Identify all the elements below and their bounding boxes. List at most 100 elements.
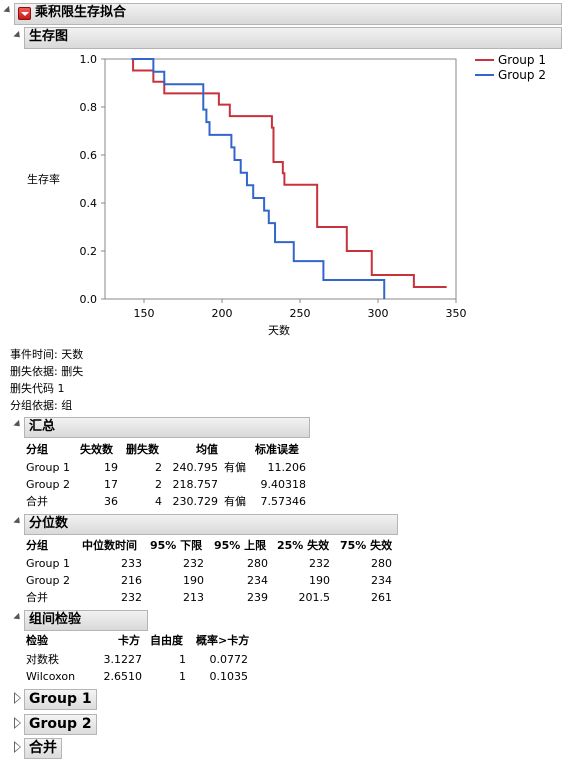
table-row-cell: 0.1035 bbox=[209, 670, 249, 683]
summary-title: 汇总 bbox=[29, 419, 56, 434]
tests-title: 组间检验 bbox=[29, 612, 82, 627]
table-row-cell: 1 bbox=[179, 670, 186, 683]
info-group-by: 分组依据: 组 bbox=[10, 399, 73, 412]
legend-label-group-2: Group 2 bbox=[498, 68, 546, 82]
disclosure-open-icon[interactable] bbox=[3, 5, 13, 16]
table-row-cell: 2 bbox=[155, 478, 162, 491]
table-row-cell: 2.6510 bbox=[103, 670, 143, 683]
table-row-cell: Group 1 bbox=[26, 557, 70, 570]
table-row-cell: 239 bbox=[247, 591, 268, 604]
summary-col-stderr: 标准误差 bbox=[255, 443, 299, 456]
table-row-cell: 234 bbox=[247, 574, 268, 587]
table-row-cell: 232 bbox=[121, 591, 142, 604]
x-tick-label: 150 bbox=[134, 307, 155, 320]
table-row-cell: 对数秩 bbox=[26, 653, 59, 666]
summary-header: 汇总 bbox=[24, 417, 310, 438]
disclosure-open-icon[interactable] bbox=[13, 30, 23, 41]
table-row-cell: 232 bbox=[183, 557, 204, 570]
y-tick-label: 1.0 bbox=[80, 53, 98, 66]
y-tick-label: 0.4 bbox=[80, 197, 98, 210]
disclosure-closed-icon[interactable] bbox=[14, 741, 21, 753]
table-row-cell: 232 bbox=[309, 557, 330, 570]
survival-plot-header: 生存图 bbox=[24, 27, 562, 49]
table-row-cell: 19 bbox=[104, 461, 118, 474]
x-tick-label: 200 bbox=[212, 307, 233, 320]
quantiles-col-upper95: 95% 上限 bbox=[214, 539, 267, 552]
table-row-cell: 240.795 bbox=[172, 461, 219, 474]
table-row-cell: 218.757 bbox=[172, 478, 219, 491]
outline-group-2-label: Group 2 bbox=[29, 716, 92, 732]
info-censor-code: 删失代码 1 bbox=[10, 382, 65, 395]
table-row-cell: Group 1 bbox=[26, 461, 70, 474]
quantiles-col-lower95: 95% 下限 bbox=[150, 539, 203, 552]
tests-col-test: 检验 bbox=[26, 634, 48, 647]
disclosure-closed-icon[interactable] bbox=[14, 692, 21, 704]
table-row-cell: 190 bbox=[309, 574, 330, 587]
table-row-cell: 有偏 bbox=[224, 495, 246, 508]
outline-combined-label: 合并 bbox=[29, 740, 57, 756]
table-row-cell: 280 bbox=[247, 557, 268, 570]
disclosure-open-icon[interactable] bbox=[13, 516, 23, 527]
summary-col-censored: 删失数 bbox=[126, 443, 159, 456]
table-row-cell: Group 2 bbox=[26, 478, 70, 491]
disclosure-closed-icon[interactable] bbox=[14, 717, 21, 729]
table-row-cell: 190 bbox=[183, 574, 204, 587]
table-row-cell: 7.57346 bbox=[260, 495, 307, 508]
outline-combined[interactable]: 合并 bbox=[24, 738, 62, 759]
outline-group-2[interactable]: Group 2 bbox=[24, 714, 97, 735]
series-line-group-1 bbox=[131, 58, 447, 288]
tests-header: 组间检验 bbox=[24, 610, 148, 631]
x-tick-label: 350 bbox=[446, 307, 467, 320]
table-row-cell: 合并 bbox=[26, 495, 48, 508]
y-tick-label: 0.8 bbox=[80, 101, 98, 114]
plot-frame bbox=[104, 58, 457, 300]
table-row-cell: 4 bbox=[155, 495, 162, 508]
survival-plot: 150 200 250 300 350 0.0 0.2 0.4 0.6 0.8 1.0 生存率 天数… bbox=[27, 53, 546, 337]
table-row-cell: Wilcoxon bbox=[26, 670, 76, 683]
summary-col-group: 分组 bbox=[26, 443, 48, 456]
table-row-cell: 280 bbox=[371, 557, 392, 570]
x-tick-label: 300 bbox=[368, 307, 389, 320]
y-tick-label: 0.2 bbox=[80, 245, 98, 258]
quantiles-col-median: 中位数时间 bbox=[82, 539, 137, 552]
legend[interactable]: Group 1 Group 2 bbox=[475, 53, 546, 82]
quantiles-col-group: 分组 bbox=[26, 539, 48, 552]
table-row-cell: 234 bbox=[371, 574, 392, 587]
disclosure-open-icon[interactable] bbox=[13, 612, 23, 623]
y-tick-label: 0.0 bbox=[80, 293, 98, 306]
table-row-cell: 合并 bbox=[26, 591, 48, 604]
table-row-cell: 201.5 bbox=[298, 591, 331, 604]
quantiles-col-75: 75% 失效 bbox=[340, 539, 393, 552]
legend-label-group-1: Group 1 bbox=[498, 53, 546, 67]
table-row-cell: 213 bbox=[183, 591, 204, 604]
summary-col-failed: 失效数 bbox=[80, 443, 113, 456]
table-row-cell: 0.0772 bbox=[209, 653, 249, 666]
quantiles-title: 分位数 bbox=[29, 516, 69, 531]
tests-col-chisq: 卡方 bbox=[118, 634, 140, 647]
table-row-cell: 11.206 bbox=[267, 461, 307, 474]
table-row-cell: 17 bbox=[104, 478, 118, 491]
y-axis-label: 生存率 bbox=[27, 172, 60, 186]
tests-col-prob: 概率>卡方 bbox=[196, 634, 250, 647]
table-row-cell: 9.40318 bbox=[260, 478, 307, 491]
summary-col-mean: 均值 bbox=[196, 443, 218, 456]
outline-group-1[interactable]: Group 1 bbox=[24, 689, 97, 710]
table-row-cell: 233 bbox=[121, 557, 142, 570]
table-row-cell: 有偏 bbox=[224, 461, 246, 474]
table-row-cell: 216 bbox=[121, 574, 142, 587]
table-row-cell: 230.729 bbox=[172, 495, 219, 508]
red-triangle-menu-icon[interactable] bbox=[18, 7, 31, 20]
table-row-cell: Group 2 bbox=[26, 574, 70, 587]
table-row-cell: 2 bbox=[155, 461, 162, 474]
info-censor-by: 删失依据: 删失 bbox=[10, 365, 84, 378]
survival-plot-title: 生存图 bbox=[29, 29, 69, 44]
report-title: 乘积限生存拟合 bbox=[35, 5, 127, 20]
tests-col-df: 自由度 bbox=[150, 634, 183, 647]
disclosure-open-icon[interactable] bbox=[13, 419, 23, 430]
table-row-cell: 36 bbox=[104, 495, 118, 508]
outline-group-1-label: Group 1 bbox=[29, 691, 92, 707]
report-header: 乘积限生存拟合 bbox=[14, 3, 562, 25]
series-line-group-2 bbox=[131, 58, 386, 299]
x-tick-label: 250 bbox=[290, 307, 311, 320]
y-tick-label: 0.6 bbox=[80, 149, 98, 162]
